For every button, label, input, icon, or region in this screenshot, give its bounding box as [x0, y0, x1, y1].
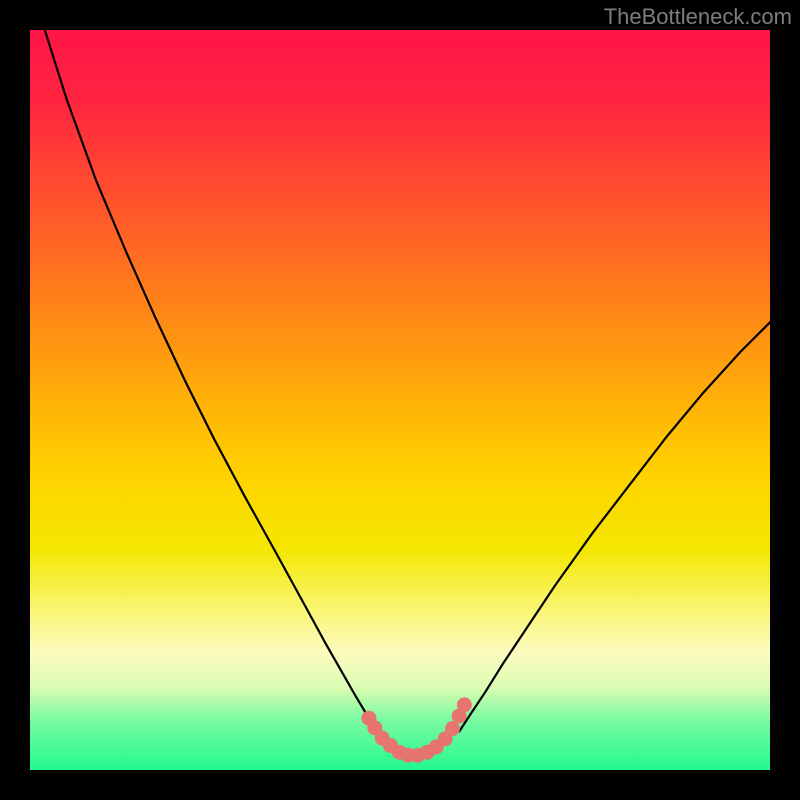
watermark-text: TheBottleneck.com	[604, 4, 792, 30]
plot-background	[30, 30, 770, 770]
plot-svg	[30, 30, 770, 770]
marker-point	[457, 697, 472, 712]
plot-area	[30, 30, 770, 770]
